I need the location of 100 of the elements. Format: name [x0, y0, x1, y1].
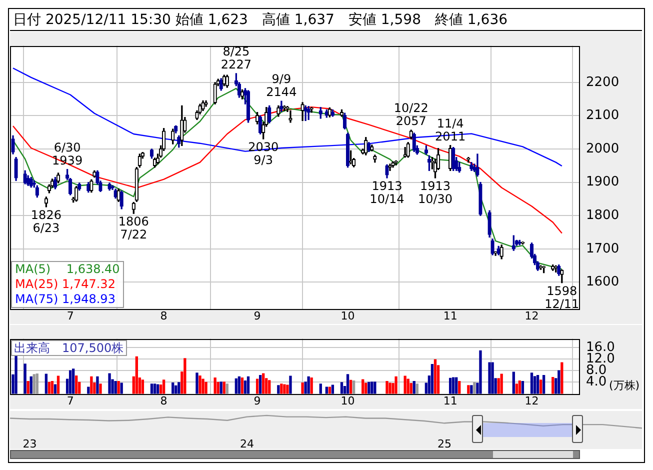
- bar: [172, 382, 174, 394]
- bar: [108, 373, 111, 394]
- x-tick-label: 8: [160, 394, 168, 408]
- candlestick: [342, 112, 347, 130]
- bar: [558, 370, 560, 394]
- candlestick: [90, 179, 94, 193]
- bar: [307, 376, 310, 394]
- annotation: 9/9 2144: [266, 72, 297, 100]
- bar: [470, 385, 473, 394]
- bar: [286, 384, 289, 394]
- annotation: 1826 6/23: [30, 208, 62, 236]
- bar: [512, 372, 515, 394]
- y-tick-label: 2000: [586, 141, 620, 156]
- bar: [30, 376, 32, 394]
- bar: [214, 378, 216, 394]
- candlestick: [201, 100, 205, 112]
- candlestick: [496, 246, 500, 256]
- x-tick-label: 12: [524, 309, 539, 322]
- candlestick: [29, 176, 33, 188]
- candlestick: [11, 135, 15, 154]
- bar: [220, 382, 222, 394]
- bar: [156, 384, 160, 394]
- bar: [416, 384, 418, 394]
- bar: [362, 379, 364, 394]
- x-tick-label: 23: [22, 437, 37, 450]
- annotation: 10/22 2057: [394, 101, 428, 128]
- candlestick: [328, 107, 332, 118]
- bar: [36, 373, 38, 394]
- candlestick: [14, 156, 18, 181]
- candlestick: [282, 105, 286, 112]
- candlestick: [424, 145, 428, 155]
- bar: [246, 376, 250, 394]
- bar: [68, 370, 72, 394]
- bar: [202, 378, 204, 394]
- bar: [319, 384, 322, 394]
- bar: [24, 364, 26, 394]
- x-tick-label: 7: [66, 394, 74, 408]
- bar: [240, 378, 244, 394]
- x-tick-label: 11: [443, 309, 458, 322]
- x-tick-label: 8: [160, 309, 168, 322]
- annotation: 1806 7/22: [118, 214, 149, 242]
- bar: [301, 382, 304, 394]
- bar: [340, 382, 344, 394]
- bar: [216, 382, 220, 394]
- bar: [560, 362, 564, 394]
- candlestick: [370, 144, 374, 152]
- bar: [226, 384, 228, 394]
- x-tick-label: 7: [66, 309, 74, 322]
- bar: [479, 350, 482, 394]
- bar: [394, 376, 398, 394]
- x-tick-label: 9: [254, 394, 261, 408]
- candlestick: [280, 100, 284, 112]
- bar: [120, 382, 123, 394]
- candlestick: [478, 182, 482, 216]
- bar: [364, 382, 368, 394]
- candlestick: [452, 147, 456, 171]
- bar: [388, 382, 392, 394]
- candlestick: [132, 202, 136, 214]
- bar: [518, 380, 522, 394]
- x-tick-label: 11: [443, 394, 458, 408]
- candlestick: [150, 148, 154, 159]
- x-tick-label: 10: [340, 309, 355, 322]
- candlestick: [394, 160, 398, 166]
- bar: [404, 376, 406, 394]
- bar: [349, 380, 352, 394]
- bar: [473, 382, 476, 394]
- candlestick: [204, 100, 208, 107]
- candlestick: [488, 210, 492, 238]
- y-tick-label: 1900: [586, 174, 620, 190]
- bar: [370, 382, 374, 394]
- bar: [430, 364, 434, 394]
- bar: [406, 378, 410, 394]
- x-tick-label: 10: [340, 394, 355, 408]
- bar: [238, 376, 241, 394]
- bar: [72, 368, 75, 394]
- candlestick: [304, 105, 308, 122]
- bar: [542, 374, 546, 394]
- bar: [539, 380, 542, 394]
- annotation: 1913 10/14: [370, 179, 404, 206]
- bar: [150, 384, 154, 394]
- y-tick-label: 4.0: [586, 374, 607, 390]
- bar: [114, 381, 117, 394]
- bar: [234, 378, 238, 394]
- bar: [48, 382, 51, 394]
- bar: [368, 382, 370, 394]
- bar: [488, 362, 491, 394]
- candlestick: [246, 90, 250, 123]
- bar: [283, 384, 286, 394]
- candlestick: [276, 105, 280, 117]
- x-tick-label: 24: [240, 437, 254, 450]
- bar: [497, 378, 500, 394]
- candlestick: [542, 266, 546, 274]
- bar: [280, 384, 283, 394]
- bar: [32, 374, 36, 394]
- bar: [346, 374, 350, 394]
- bar: [386, 381, 388, 394]
- bar: [458, 381, 461, 394]
- candlestick: [306, 106, 310, 120]
- bar: [500, 374, 503, 394]
- y-tick-label: 2100: [586, 108, 620, 124]
